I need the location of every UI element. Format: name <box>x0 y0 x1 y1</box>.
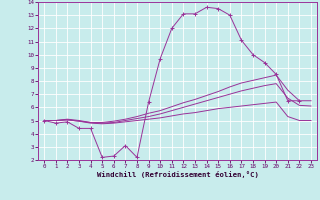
X-axis label: Windchill (Refroidissement éolien,°C): Windchill (Refroidissement éolien,°C) <box>97 171 259 178</box>
